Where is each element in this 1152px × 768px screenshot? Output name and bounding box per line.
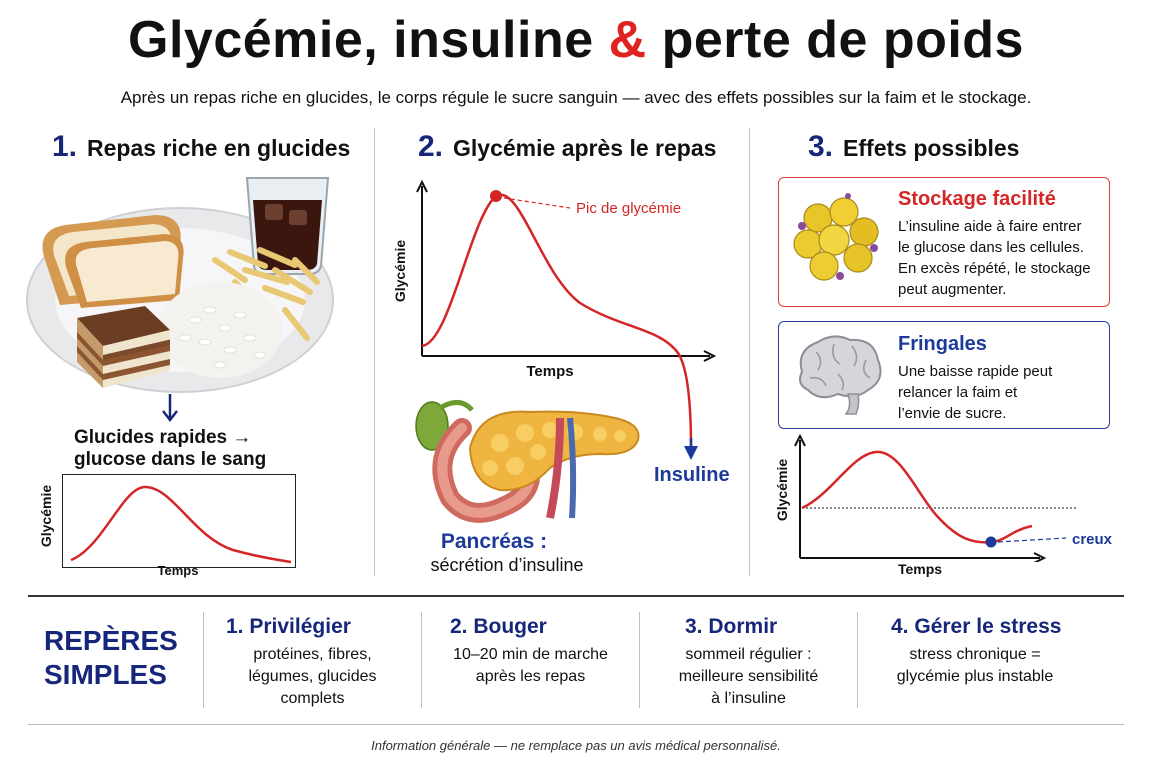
tip-1-text: protéines, fibres, légumes, glucides com… — [204, 644, 421, 710]
effect-box-storage-text: L’insuline aide à faire entrer le glucos… — [898, 216, 1091, 300]
tip-1-title: Privilégier — [249, 615, 351, 638]
col1-heading: 1. Repas riche en glucides — [52, 130, 350, 164]
down-arrow-icon — [162, 394, 178, 423]
page-title: Glycémie, insuline & perte de poids — [0, 10, 1152, 70]
tip-3-heading: 3. Dormir — [685, 615, 777, 639]
storage-line-1: L’insuline aide à faire entrer — [898, 218, 1082, 235]
storage-line-2: le glucose dans les cellules. — [898, 239, 1084, 256]
col3-heading: 3. Effets possibles — [808, 130, 1019, 164]
col3-y-axis-label: Glycémie — [774, 458, 790, 522]
col3-number: 3. — [808, 130, 834, 163]
tip-1-line-3: complets — [280, 690, 345, 707]
insulin-label: Insuline — [654, 464, 730, 486]
cravings-line-1: Une baisse rapide peut — [898, 363, 1053, 380]
tip-2-text: 10–20 min de marche après les repas — [422, 644, 639, 688]
tip-4-number: 4. — [891, 615, 909, 638]
tip-4-text: stress chronique = glycémie plus instabl… — [858, 644, 1092, 688]
tip-1-number: 1. — [226, 615, 244, 638]
dip-label: creux — [1072, 531, 1113, 548]
title-part-1: Glycémie, insuline — [128, 11, 609, 69]
col3-x-axis-label: Temps — [897, 561, 943, 577]
tip-4-line-1: stress chronique = — [909, 646, 1041, 663]
carb-meal-plate-illustration — [26, 177, 334, 393]
col2-x-axis-label: Temps — [526, 363, 574, 380]
tip-3-title: Dormir — [708, 615, 778, 638]
tips-top-rule — [28, 595, 1124, 597]
col2-glucose-chart — [416, 179, 717, 460]
tip-2-line-1: 10–20 min de marche — [453, 646, 608, 663]
column-divider-2 — [749, 128, 750, 576]
tip-2-line-2: après les repas — [475, 668, 586, 685]
storage-line-4: peut augmenter. — [898, 281, 1007, 298]
tip-4-line-2: glycémie plus instable — [896, 668, 1054, 685]
tip-3-line-3: à l’insuline — [711, 690, 786, 707]
title-ampersand: & — [608, 11, 647, 69]
col1-title: Repas riche en glucides — [87, 135, 351, 161]
effect-box-cravings-title: Fringales — [898, 333, 987, 355]
tip-1-heading: 1. Privilégier — [226, 615, 351, 639]
col1-caption-line1: Glucides rapides → — [74, 427, 252, 448]
storage-line-3: En excès répété, le stockage — [898, 260, 1091, 277]
col1-chart-frame — [62, 474, 296, 568]
brain-icon — [799, 335, 882, 415]
col2-heading: 2. Glycémie après le repas — [418, 130, 716, 164]
tip-2-heading: 2. Bouger — [450, 615, 547, 639]
effect-box-storage-title: Stockage facilité — [898, 188, 1056, 210]
footer-disclaimer: Information générale — ne remplace pas u… — [371, 738, 781, 753]
tips-divider-2 — [421, 612, 422, 708]
tip-1-line-1: protéines, fibres, — [253, 646, 372, 663]
page-subtitle: Après un repas riche en glucides, le cor… — [120, 88, 1032, 107]
tips-heading: REPÈRES SIMPLES — [44, 624, 178, 692]
tip-3-line-1: sommeil régulier : — [685, 646, 812, 663]
effect-box-cravings-text: Une baisse rapide peut relancer la faim … — [898, 361, 1052, 424]
col2-number: 2. — [418, 130, 444, 163]
tip-3-line-2: meilleure sensibilité — [678, 668, 819, 685]
tip-1-line-2: légumes, glucides — [248, 668, 377, 685]
pancreas-title: Pancréas : — [440, 530, 548, 553]
tips-divider-1 — [203, 612, 204, 708]
col2-title: Glycémie après le repas — [453, 135, 717, 161]
tips-divider-3 — [639, 612, 640, 708]
tips-heading-line1: REPÈRES — [44, 625, 178, 656]
col1-caption: Glucides rapides → glucose dans le sang — [74, 427, 266, 471]
cravings-line-3: l’envie de sucre. — [898, 405, 1007, 422]
column-divider-1 — [374, 128, 375, 576]
col1-glucose-curve — [70, 485, 292, 564]
pancreas-illustration — [415, 400, 640, 523]
tips-divider-4 — [857, 612, 858, 708]
col2-y-axis-label: Glycémie — [392, 239, 408, 303]
peak-label: Pic de glycémie — [576, 200, 682, 217]
col3-title: Effets possibles — [843, 135, 1020, 161]
cravings-line-2: relancer la faim et — [898, 384, 1018, 401]
tips-heading-line2: SIMPLES — [44, 659, 167, 690]
col3-glucose-chart — [794, 434, 1078, 562]
tip-2-number: 2. — [450, 615, 468, 638]
title-part-2: perte de poids — [646, 11, 1024, 69]
footer-rule — [28, 724, 1124, 725]
col1-x-axis-label: Temps — [157, 563, 199, 578]
col1-y-axis-label: Glycémie — [38, 484, 54, 548]
col1-number: 1. — [52, 130, 78, 163]
tip-4-title: Gérer le stress — [914, 615, 1062, 638]
col1-caption-line2: glucose dans le sang — [74, 449, 267, 470]
tip-2-title: Bouger — [473, 615, 547, 638]
tip-4-heading: 4. Gérer le stress — [891, 615, 1061, 639]
fat-cells-icon — [793, 193, 879, 281]
pancreas-text: sécrétion d’insuline — [430, 555, 584, 575]
tip-3-number: 3. — [685, 615, 703, 638]
tip-3-text: sommeil régulier : meilleure sensibilité… — [640, 644, 857, 710]
